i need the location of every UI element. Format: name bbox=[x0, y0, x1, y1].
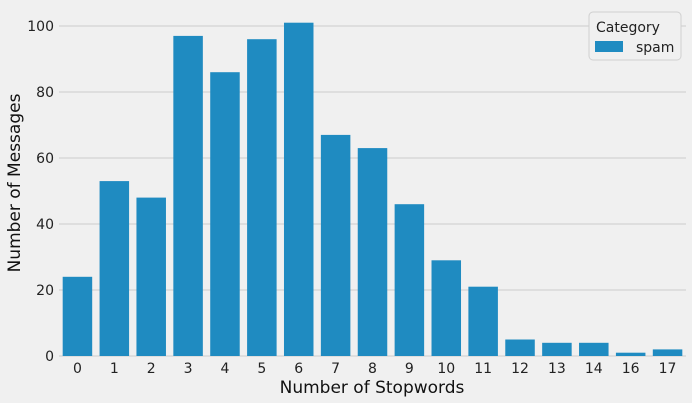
bar-10 bbox=[431, 260, 462, 356]
bar-13 bbox=[542, 342, 572, 356]
x-tick-label: 8 bbox=[368, 361, 377, 377]
legend: Category spam bbox=[588, 11, 682, 61]
x-tick-label: 2 bbox=[147, 361, 156, 377]
bar-8 bbox=[357, 148, 388, 356]
bar-2 bbox=[136, 197, 166, 356]
bar-0 bbox=[62, 276, 93, 356]
x-tick-label: 3 bbox=[184, 361, 193, 377]
bar-3 bbox=[173, 35, 203, 357]
x-tick-label: 14 bbox=[585, 361, 603, 377]
bar-7 bbox=[320, 134, 351, 356]
x-tick-label: 13 bbox=[548, 361, 566, 377]
y-axis-title: Number of Messages bbox=[5, 93, 25, 272]
y-tick-label: 40 bbox=[36, 217, 54, 233]
x-tick-label: 4 bbox=[221, 361, 230, 377]
bars bbox=[62, 22, 683, 357]
x-tick-label: 16 bbox=[622, 361, 640, 377]
bar-17 bbox=[652, 349, 683, 356]
bar-5 bbox=[247, 39, 277, 356]
x-tick-labels: 0 1 2 3 4 5 6 7 8 9 10 11 12 13 14 16 17 bbox=[73, 361, 676, 377]
y-tick-label: 20 bbox=[36, 283, 54, 299]
bar-1 bbox=[99, 181, 130, 356]
y-tick-label: 0 bbox=[45, 349, 54, 365]
x-tick-label: 0 bbox=[73, 361, 82, 377]
x-tick-label: 5 bbox=[257, 361, 266, 377]
legend-swatch-spam bbox=[595, 41, 623, 52]
x-tick-label: 6 bbox=[294, 361, 303, 377]
bar-12 bbox=[505, 339, 535, 356]
bar-11 bbox=[468, 286, 498, 356]
x-tick-label: 10 bbox=[437, 361, 455, 377]
bar-4 bbox=[210, 72, 240, 356]
y-tick-labels: 0 20 40 60 80 100 bbox=[27, 19, 54, 365]
y-tick-label: 100 bbox=[27, 19, 54, 35]
bar-9 bbox=[394, 204, 425, 356]
x-tick-label: 12 bbox=[511, 361, 529, 377]
x-axis-title: Number of Stopwords bbox=[280, 378, 465, 398]
x-tick-label: 11 bbox=[474, 361, 492, 377]
bar-6 bbox=[283, 22, 314, 356]
legend-label-spam: spam bbox=[636, 40, 674, 56]
x-tick-label: 9 bbox=[405, 361, 414, 377]
x-tick-label: 1 bbox=[110, 361, 119, 377]
bar-14 bbox=[579, 342, 609, 356]
bar-16 bbox=[615, 352, 646, 356]
legend-title: Category bbox=[596, 20, 660, 36]
x-tick-label: 7 bbox=[331, 361, 340, 377]
y-tick-label: 60 bbox=[36, 151, 54, 167]
y-tick-label: 80 bbox=[36, 85, 54, 101]
x-tick-label: 17 bbox=[659, 361, 677, 377]
